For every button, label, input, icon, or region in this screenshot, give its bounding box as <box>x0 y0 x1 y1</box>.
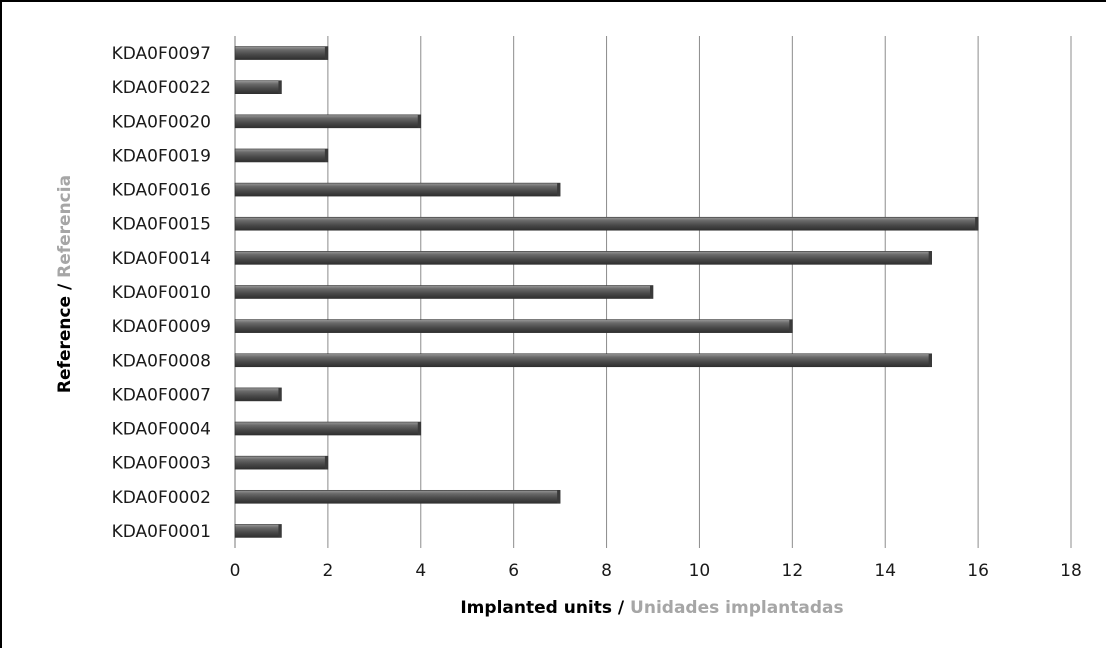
bar <box>234 455 329 470</box>
category-label: KDA0F0015 <box>112 215 211 235</box>
category-label: KDA0F0004 <box>112 420 211 440</box>
x-axis-title-secondary: Unidades implantadas <box>630 598 844 618</box>
bar <box>234 319 793 333</box>
category-label: KDA0F0001 <box>112 522 211 542</box>
bar <box>234 387 282 402</box>
x-tick-label: 16 <box>967 561 989 581</box>
bar <box>234 524 282 538</box>
bar-end-cap <box>278 387 282 401</box>
bar <box>234 182 561 197</box>
bar <box>234 80 282 94</box>
bar-end-cap <box>557 490 561 504</box>
bar <box>234 353 932 368</box>
bar <box>234 251 932 265</box>
category-label: KDA0F0016 <box>112 181 211 201</box>
x-tick-label: 2 <box>322 561 333 581</box>
category-labels: KDA0F0001 KDA0F0002 KDA0F0003 KDA0F0004 KDA0… <box>112 44 211 542</box>
x-axis-title-primary: Implanted units <box>460 598 612 618</box>
bar <box>234 148 329 163</box>
bar-end-cap <box>928 251 932 265</box>
x-tick-label: 12 <box>782 561 804 581</box>
bar-end-cap <box>650 285 653 299</box>
x-tick-label: 0 <box>230 561 241 581</box>
bar-end-cap <box>324 148 328 162</box>
bar-end-cap <box>278 80 282 94</box>
category-label: KDA0F0003 <box>112 454 211 474</box>
bar <box>234 114 422 129</box>
x-tick-label: 14 <box>874 561 896 581</box>
category-label: KDA0F0014 <box>112 249 211 269</box>
bar-end-cap <box>324 46 328 60</box>
y-axis-title-secondary: Referencia <box>55 175 75 278</box>
category-label: KDA0F0002 <box>112 488 211 508</box>
category-label: KDA0F0020 <box>112 112 211 132</box>
category-label: KDA0F0007 <box>112 385 211 405</box>
category-label: KDA0F0022 <box>112 78 211 98</box>
bar-end-cap <box>975 217 979 231</box>
x-tick-label: 10 <box>689 561 711 581</box>
bar-end-cap <box>324 456 328 470</box>
category-label: KDA0F0010 <box>112 283 211 303</box>
bars <box>234 46 979 538</box>
x-tick-label: 18 <box>1060 561 1082 581</box>
category-label: KDA0F0097 <box>112 44 211 64</box>
bar-end-cap <box>557 183 561 197</box>
bar-end-cap <box>278 524 282 538</box>
x-axis-title: Implanted units / Unidades implantadas <box>460 598 843 618</box>
x-tick-labels: 0 2 4 6 8 10 12 14 16 18 <box>230 561 1082 581</box>
category-label: KDA0F0019 <box>112 146 211 166</box>
bar-end-cap <box>417 114 421 128</box>
y-axis-title: Reference / Referencia <box>55 175 75 393</box>
x-tick-label: 8 <box>601 561 612 581</box>
bar-end-cap <box>928 353 932 367</box>
category-label: KDA0F0009 <box>112 317 211 337</box>
bar <box>234 489 561 504</box>
x-tick-label: 4 <box>415 561 426 581</box>
bar <box>234 285 654 299</box>
category-label: KDA0F0008 <box>112 351 211 371</box>
bar <box>234 421 422 436</box>
y-axis-title-separator: / <box>55 278 75 296</box>
bar <box>234 216 979 231</box>
x-axis-title-separator: / <box>612 598 630 618</box>
bar-end-cap <box>417 422 421 436</box>
y-axis-title-primary: Reference <box>55 296 75 393</box>
x-tick-label: 6 <box>508 561 519 581</box>
bar <box>234 46 329 60</box>
bar-end-cap <box>789 319 793 333</box>
